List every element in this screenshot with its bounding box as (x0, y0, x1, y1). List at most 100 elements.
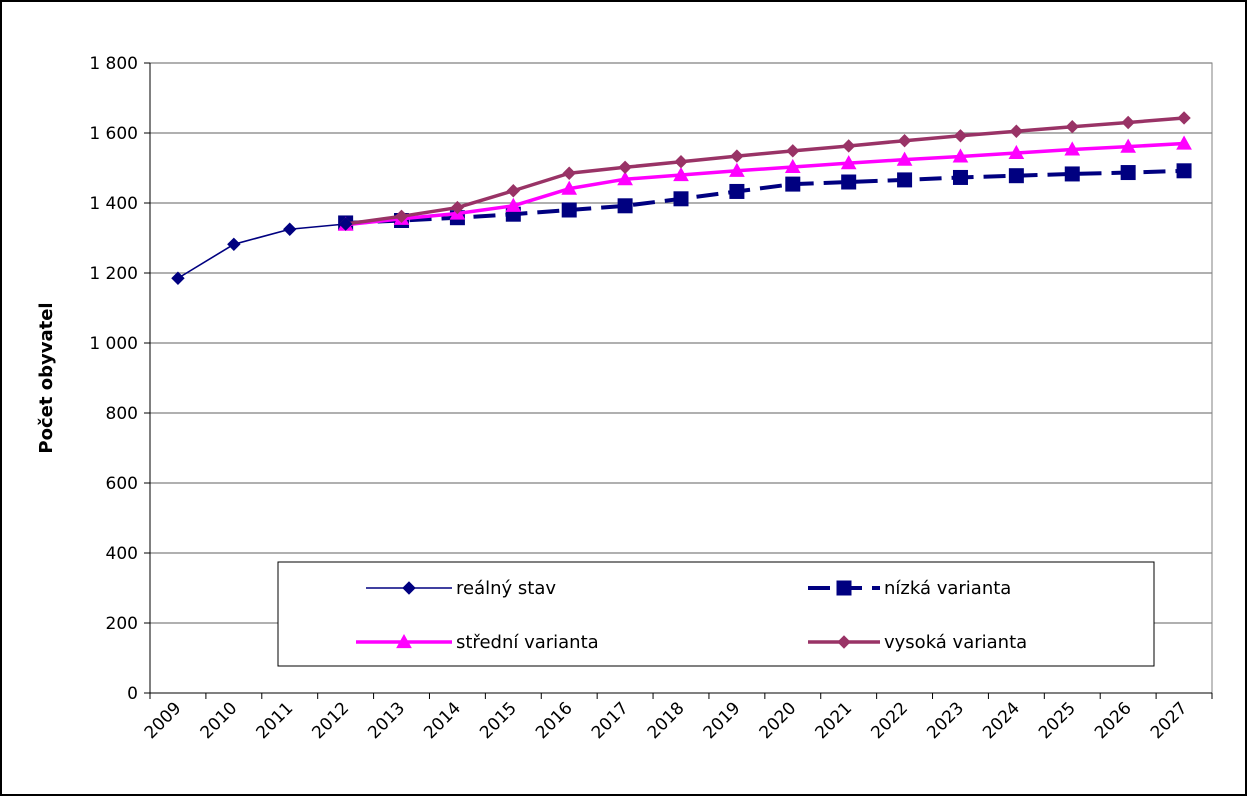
data-point (402, 581, 416, 595)
series-line (345, 116, 1185, 226)
y-tick-label: 800 (106, 404, 138, 424)
data-point (836, 580, 852, 596)
data-point (784, 158, 801, 174)
series-line (345, 141, 1185, 227)
data-point (953, 129, 968, 143)
legend-box (277, 561, 1155, 667)
x-tick-label: 2011 (253, 698, 298, 743)
x-axis-ticks: 2009 2010 2011 2012 2013 2014 2015 2016 2017 2018… (141, 693, 1213, 743)
data-point (561, 180, 578, 195)
data-point (561, 202, 577, 218)
x-tick-label: 2013 (364, 698, 409, 743)
x-tick-label: 2027 (1147, 698, 1192, 743)
x-tick-label: 2019 (700, 698, 745, 743)
y-tick-label: 0 (127, 684, 138, 704)
data-point (673, 166, 689, 182)
x-tick-label: 2009 (141, 698, 186, 743)
gridlines (150, 62, 1212, 624)
data-point (1008, 144, 1025, 160)
data-point (617, 171, 633, 186)
x-tick-label: 2015 (476, 698, 521, 743)
series-0 (171, 217, 353, 285)
legend-label: vysoká varianta (884, 632, 1027, 653)
data-point (617, 198, 633, 214)
data-point (1065, 119, 1079, 134)
y-tick-label: 1 400 (89, 194, 138, 214)
data-point (952, 148, 969, 163)
series-line (177, 223, 346, 279)
data-point (897, 133, 912, 148)
data-point (1064, 141, 1081, 156)
x-tick-label: 2020 (756, 698, 801, 743)
legend-item: reálný stav (366, 578, 556, 599)
data-point (171, 271, 185, 285)
data-point (227, 237, 241, 252)
data-point (338, 217, 353, 231)
series-1 (338, 163, 1192, 231)
data-point (1008, 168, 1024, 184)
x-tick-label: 2022 (867, 698, 912, 743)
y-tick-label: 600 (106, 474, 138, 494)
x-tick-label: 2026 (1091, 698, 1136, 743)
data-point (785, 176, 801, 192)
data-point (618, 160, 632, 175)
legend-item: vysoká varianta (808, 632, 1027, 653)
axes (149, 63, 1212, 694)
data-point (673, 191, 689, 207)
data-point (786, 144, 800, 158)
series-group (171, 111, 1192, 285)
legend: reálný stav nízká varianta střední variant… (277, 561, 1155, 667)
data-point (1177, 111, 1191, 125)
data-point (562, 166, 576, 180)
series-2 (337, 135, 1192, 231)
data-point (896, 151, 913, 166)
x-tick-label: 2016 (532, 698, 577, 743)
legend-item: nízká varianta (808, 578, 1011, 599)
data-point (730, 149, 744, 163)
data-point (674, 154, 688, 169)
series-line (345, 168, 1185, 225)
data-point (897, 172, 913, 188)
legend-item: střední varianta (356, 632, 599, 653)
x-tick-label: 2014 (420, 698, 465, 743)
series-3 (338, 111, 1191, 231)
y-axis-label: Počet obyvatel (36, 302, 57, 453)
data-point (1009, 124, 1024, 138)
data-point (1176, 163, 1192, 179)
data-point (841, 174, 857, 190)
data-point (952, 169, 968, 185)
data-point (1064, 166, 1080, 182)
data-point (841, 139, 856, 153)
data-point (1121, 115, 1135, 130)
data-point (396, 633, 412, 649)
y-tick-label: 200 (106, 614, 138, 634)
data-point (729, 162, 745, 177)
legend-label: reálný stav (456, 578, 556, 599)
x-tick-label: 2012 (308, 698, 353, 743)
legend-label: nízká varianta (884, 578, 1011, 599)
x-tick-label: 2021 (811, 698, 856, 743)
x-tick-label: 2023 (923, 698, 968, 743)
y-axis-ticks: 0 200 400 600 800 1 000 1 200 1 400 1 600 1 800 (89, 54, 150, 704)
data-point (1120, 138, 1137, 153)
y-tick-label: 1 200 (89, 264, 138, 284)
y-tick-label: 400 (106, 544, 138, 564)
data-point (729, 183, 745, 199)
x-tick-label: 2010 (197, 698, 242, 743)
data-point (1176, 135, 1192, 150)
data-point (837, 635, 851, 649)
data-point (506, 184, 521, 198)
x-tick-label: 2018 (644, 698, 689, 743)
data-point (283, 222, 297, 236)
legend-label: střední varianta (456, 632, 599, 653)
x-tick-label: 2025 (1035, 698, 1080, 743)
data-point (505, 197, 522, 212)
data-point (450, 200, 465, 215)
x-tick-label: 2024 (979, 698, 1024, 743)
y-tick-label: 1 600 (89, 124, 138, 144)
y-tick-label: 1 800 (89, 54, 138, 74)
data-point (1120, 165, 1136, 181)
data-point (840, 155, 857, 170)
data-point (394, 209, 409, 224)
